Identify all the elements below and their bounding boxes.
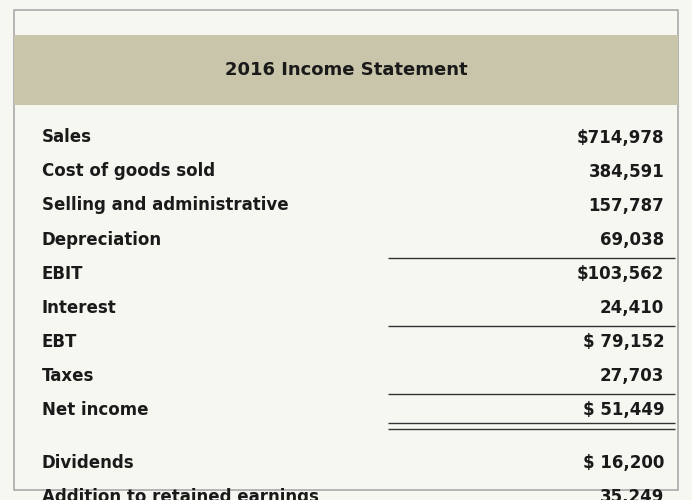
Text: Selling and administrative: Selling and administrative <box>42 196 288 214</box>
Text: Depreciation: Depreciation <box>42 230 162 248</box>
Text: EBIT: EBIT <box>42 264 83 282</box>
FancyBboxPatch shape <box>14 10 678 490</box>
Text: Dividends: Dividends <box>42 454 134 471</box>
Text: $ 51,449: $ 51,449 <box>583 400 664 418</box>
Text: $103,562: $103,562 <box>577 264 664 282</box>
Text: 24,410: 24,410 <box>600 298 664 316</box>
Text: Taxes: Taxes <box>42 366 94 384</box>
Text: $ 79,152: $ 79,152 <box>583 332 664 350</box>
Text: 384,591: 384,591 <box>589 162 664 180</box>
Text: $ 16,200: $ 16,200 <box>583 454 664 471</box>
Text: 35,249: 35,249 <box>600 488 664 500</box>
Text: $714,978: $714,978 <box>577 128 664 146</box>
Text: Interest: Interest <box>42 298 116 316</box>
FancyBboxPatch shape <box>14 35 678 105</box>
Text: 157,787: 157,787 <box>589 196 664 214</box>
Text: Cost of goods sold: Cost of goods sold <box>42 162 215 180</box>
Text: EBT: EBT <box>42 332 77 350</box>
Text: 27,703: 27,703 <box>600 366 664 384</box>
Text: 2016 Income Statement: 2016 Income Statement <box>225 61 467 79</box>
Text: Net income: Net income <box>42 400 148 418</box>
Text: 69,038: 69,038 <box>600 230 664 248</box>
Text: Sales: Sales <box>42 128 91 146</box>
Text: Addition to retained earnings: Addition to retained earnings <box>42 488 318 500</box>
